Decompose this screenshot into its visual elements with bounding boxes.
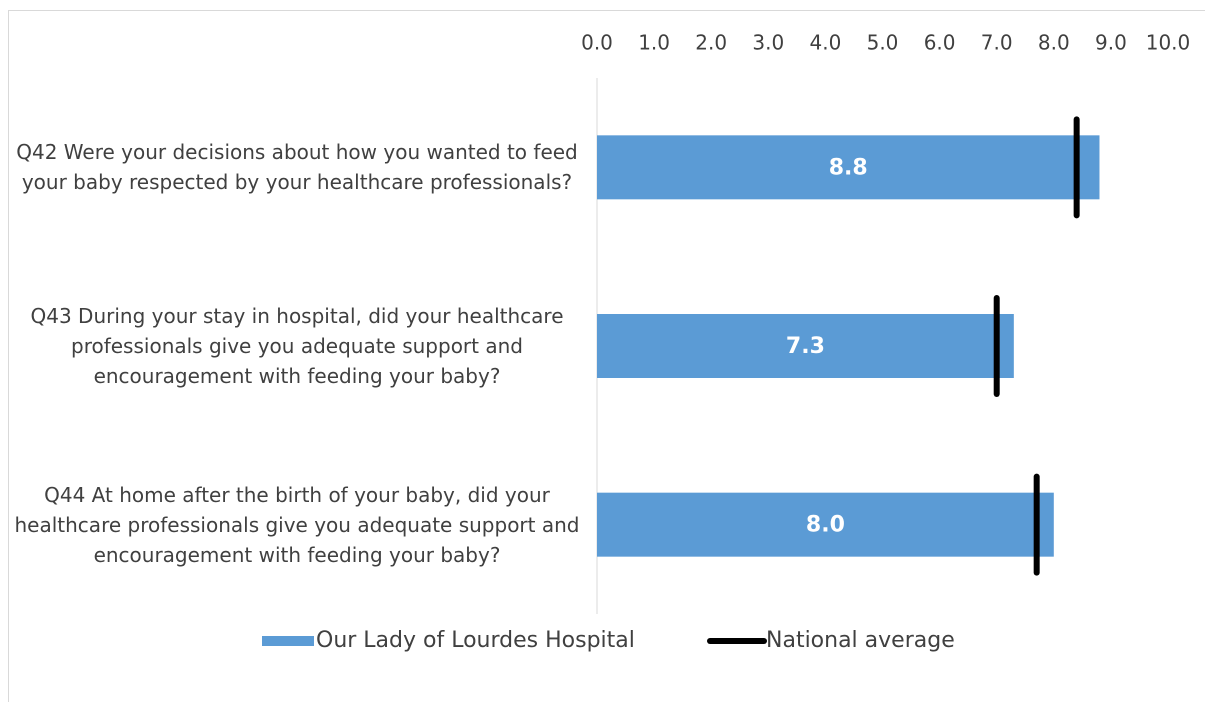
- bar: [597, 492, 1054, 557]
- value-label: 7.3: [786, 334, 825, 359]
- chart-frame: [8, 10, 1205, 702]
- x-tick-label: 3.0: [752, 31, 784, 55]
- value-label: 8.0: [806, 513, 845, 538]
- bar: [597, 314, 1014, 378]
- bar: [597, 135, 1100, 200]
- category-label: Q42 Were your decisions about how you wa…: [16, 140, 578, 195]
- x-tick-label: 5.0: [867, 31, 899, 55]
- x-tick-label: 4.0: [809, 31, 841, 55]
- legend-swatch: [262, 636, 314, 646]
- category-label: Q43 During your stay in hospital, did yo…: [30, 304, 564, 388]
- category-label: Q44 At home after the birth of your baby…: [14, 482, 580, 567]
- x-tick-label: 9.0: [1095, 31, 1127, 55]
- x-tick-label: 2.0: [695, 31, 727, 55]
- x-tick-label: 0.0: [581, 31, 613, 55]
- x-tick-label: 1.0: [638, 31, 670, 55]
- legend-label: National average: [766, 628, 955, 653]
- legend-label: Our Lady of Lourdes Hospital: [316, 628, 635, 653]
- x-tick-label: 6.0: [924, 31, 956, 55]
- x-tick-label: 8.0: [1038, 31, 1070, 55]
- value-label: 8.8: [829, 155, 868, 180]
- x-tick-label: 10.0: [1146, 31, 1191, 55]
- x-tick-label: 7.0: [981, 31, 1013, 55]
